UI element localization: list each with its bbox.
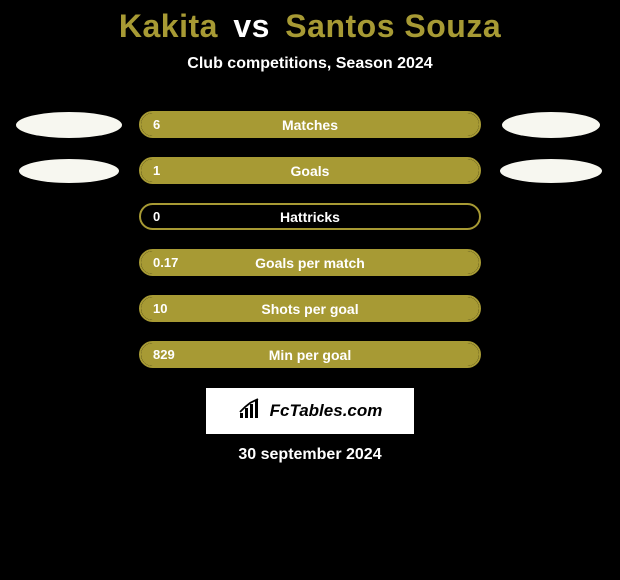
stat-label: Goals per match [141,255,479,271]
left-ellipse [16,112,122,138]
stat-bar: 10Shots per goal [139,295,481,322]
date-text: 30 september 2024 [0,446,620,464]
stats-rows: 6Matches 1Goals 0Hattricks 0.17Goals per ma… [0,111,620,368]
comparison-card: Kakita vs Santos Souza Club competitions… [0,0,620,464]
stat-row: 10Shots per goal [0,295,620,322]
subtitle: Club competitions, Season 2024 [0,55,620,73]
stat-bar: 829Min per goal [139,341,481,368]
stat-row: 829Min per goal [0,341,620,368]
player1-name: Kakita [119,8,218,44]
stat-bar: 0.17Goals per match [139,249,481,276]
stat-bar: 1Goals [139,157,481,184]
stat-label: Goals [141,163,479,179]
stat-row: 1Goals [0,157,620,184]
right-ellipse [500,159,602,183]
stat-bar: 0Hattricks [139,203,481,230]
left-ellipse [19,159,119,183]
stat-label: Matches [141,117,479,133]
stat-label: Hattricks [141,209,479,225]
page-title: Kakita vs Santos Souza [0,8,620,45]
logo-box: FcTables.com [206,388,414,434]
logo-icon [238,398,264,425]
logo-text: FcTables.com [270,401,383,421]
title-vs: vs [233,8,270,44]
stat-row: 0Hattricks [0,203,620,230]
stat-label: Shots per goal [141,301,479,317]
stat-row: 0.17Goals per match [0,249,620,276]
stat-row: 6Matches [0,111,620,138]
stat-bar: 6Matches [139,111,481,138]
player2-name: Santos Souza [285,8,501,44]
right-ellipse [502,112,600,138]
stat-label: Min per goal [141,347,479,363]
